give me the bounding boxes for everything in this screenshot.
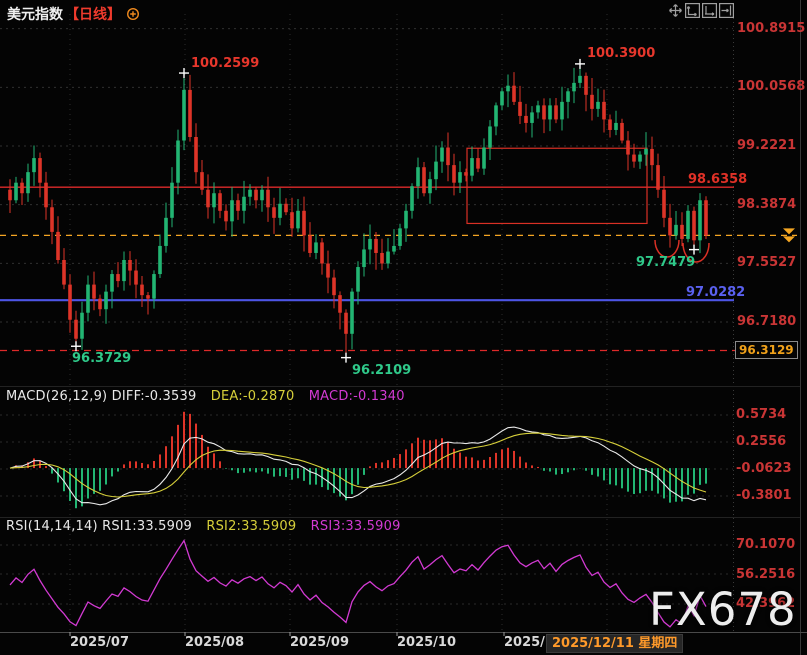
compress-x-axis-icon[interactable] [685, 3, 700, 18]
bottom-circle-annotation [654, 239, 680, 258]
rsi2-value: RSI2:33.5909 [206, 519, 297, 534]
macd-dea-value: DEA:-0.2870 [210, 389, 295, 404]
watermark: FX678 [649, 583, 797, 636]
price-axis-tick-label: 100.0568 [737, 79, 806, 95]
x-axis-month-label: 2025/10 [397, 635, 457, 650]
macd-axis-tick-label: -0.0623 [736, 461, 792, 476]
bottom-circle-annotation [682, 242, 710, 263]
macd-axis-tick-label: 0.5734 [736, 407, 787, 422]
consolidation-box [466, 147, 648, 225]
price-annotation-label: 97.7479 [636, 254, 696, 270]
price-annotation-label: 96.3729 [72, 351, 132, 367]
rsi-indicator-row[interactable]: RSI(14,14,14) RSI1:33.5909 RSI2:33.5909 … [6, 519, 401, 534]
x-axis-month-label: 2025/08 [185, 635, 245, 650]
rsi3-value: RSI3:33.5909 [310, 519, 401, 534]
chart-toolbar [668, 3, 734, 18]
current-price-marker [783, 228, 795, 235]
macd-dea-line [9, 432, 707, 498]
price-annotation-label: 96.2109 [352, 362, 412, 378]
chart-header: 美元指数 【日线】 [7, 4, 140, 24]
lower-level-label[interactable]: 96.3129 [735, 341, 798, 359]
symbol-title: 美元指数 [7, 7, 63, 23]
price-annotation-label: 100.3900 [587, 45, 656, 61]
pan-icon[interactable] [668, 3, 683, 18]
resistance-level-label[interactable]: 98.6358 [688, 172, 748, 187]
x-axis-month-label: 2025/ [504, 635, 545, 650]
extreme-cross-markers [71, 58, 699, 363]
rsi-axis-tick-label: 42.3962 [736, 596, 796, 611]
rsi-line [9, 539, 707, 628]
price-annotation-label: 100.2599 [191, 56, 260, 72]
timeframe-label: 【日线】 [65, 7, 121, 23]
add-indicator-icon[interactable] [126, 7, 140, 21]
shift-right-icon[interactable] [719, 3, 734, 18]
rsi-axis-tick-label: 70.1070 [736, 537, 796, 552]
price-axis-tick-label: 97.5527 [737, 255, 797, 271]
price-axis-tick-label: 96.7180 [737, 313, 797, 329]
macd-params-diff-value: MACD(26,12,9) DIFF:-0.3539 [6, 389, 197, 404]
x-axis-month-label: 2025/07 [70, 635, 130, 650]
current-date-label: 2025/12/11 星期四 [546, 634, 684, 653]
macd-panel [9, 411, 707, 509]
price-axis-tick-label: 99.2221 [737, 137, 797, 153]
macd-indicator-row[interactable]: MACD(26,12,9) DIFF:-0.3539 DEA:-0.2870 M… [6, 389, 405, 404]
macd-axis-tick-label: 0.2556 [736, 434, 787, 449]
support-level-label[interactable]: 97.0282 [686, 285, 746, 300]
macd-axis-tick-label: -0.3801 [736, 488, 792, 503]
candlesticks [8, 63, 708, 358]
macd-value: MACD:-0.1340 [308, 389, 405, 404]
x-axis-month-label: 2025/09 [290, 635, 350, 650]
price-axis-tick-label: 100.8915 [737, 20, 806, 36]
rsi-panel [9, 539, 707, 628]
rsi1-value: RSI(14,14,14) RSI1:33.5909 [6, 519, 193, 534]
price-axis-tick-label: 98.3874 [737, 196, 797, 212]
scale-x-axis-icon[interactable] [702, 3, 717, 18]
drawn-annotations [466, 147, 710, 263]
macd-diff-line [9, 426, 707, 506]
rsi-axis-tick-label: 56.2516 [736, 566, 796, 582]
